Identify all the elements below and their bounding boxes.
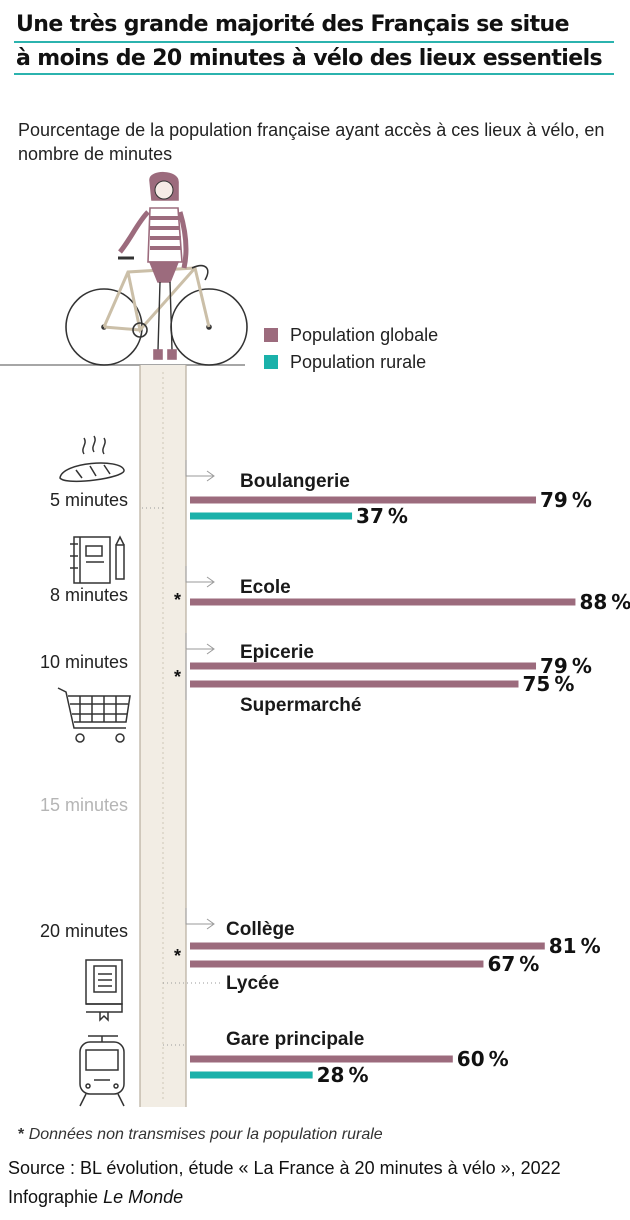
bar-rural [190, 1071, 313, 1079]
arrow-line [185, 633, 213, 650]
value-label-global: 60 % [457, 1047, 509, 1071]
legend-label: Population globale [290, 325, 438, 345]
rural-missing-star: * [174, 590, 181, 610]
book-icon [85, 959, 123, 1022]
place-label: Gare principale [226, 1029, 364, 1050]
place-label: Lycée [226, 973, 279, 994]
time-shaft [140, 365, 186, 1107]
arrow-head [206, 576, 215, 588]
time-axis: 5 minutes 8 minutes 10 minutes 15 minutes 20… [40, 490, 128, 941]
time-label: 5 minutes [50, 490, 128, 510]
rural-missing-star: * [174, 667, 181, 687]
footnote: * Données non transmises pour la populat… [18, 1126, 383, 1144]
bar-rural [190, 512, 353, 520]
time-label: 20 minutes [40, 921, 128, 941]
bar-global [190, 680, 519, 688]
bread-icon [59, 435, 125, 483]
time-label: 15 minutes [40, 795, 128, 815]
train-icon [79, 1035, 125, 1107]
connectors [140, 460, 220, 1046]
credit-prefix: Infographie [8, 1187, 99, 1207]
time-label: 10 minutes [40, 652, 128, 672]
bar-global [190, 598, 576, 606]
bar-global [190, 942, 545, 950]
chart-subtitle: Pourcentage de la population française a… [18, 120, 605, 164]
value-label-rural: 28 % [317, 1063, 369, 1087]
title-underline [14, 73, 614, 75]
bar-global [190, 662, 537, 670]
bar-global [190, 496, 537, 504]
arrow-line [185, 460, 213, 477]
source-line: Source : BL évolution, étude « La France… [8, 1158, 561, 1178]
value-label-global: 75 % [523, 672, 575, 696]
bar-global [190, 960, 484, 968]
bars: * * * Boulangerie 79 % 37 % Ecole 88 % Epicerie 7… [174, 471, 630, 1087]
legend-label: Population rurale [290, 352, 426, 372]
chart-title-line-2: à moins de 20 minutes à vélo des lieux e… [16, 46, 603, 71]
value-label-global: 79 % [540, 488, 592, 512]
footnote-star: * [18, 1126, 25, 1143]
bar-global [190, 1055, 453, 1063]
credit-line: Infographie Le Monde [8, 1187, 183, 1208]
legend: Population globale Population rurale [264, 325, 438, 372]
arrow-head [206, 470, 215, 482]
title-underline [14, 41, 614, 43]
credit-name: Le Monde [103, 1187, 184, 1207]
chart-title-line-1: Une très grande majorité des Français se… [16, 12, 569, 37]
arrow-line [185, 908, 213, 925]
footnote-text: Données non transmises pour la populatio… [28, 1126, 383, 1143]
arrow-head [206, 918, 215, 930]
arrow-line [185, 566, 213, 583]
legend-swatch [264, 355, 278, 369]
notebook-icon [70, 535, 125, 584]
place-label: Epicerie [240, 642, 314, 663]
value-label-global: 88 % [579, 590, 630, 614]
place-label: Collège [226, 919, 295, 940]
cyclist-icon [65, 171, 248, 366]
place-label: Supermarché [240, 695, 361, 716]
legend-swatch [264, 328, 278, 342]
shopping-cart-icon [57, 687, 131, 743]
rural-missing-star: * [174, 946, 181, 966]
time-label: 8 minutes [50, 585, 128, 605]
value-label-global: 81 % [549, 934, 601, 958]
value-label-global: 79 % [540, 654, 592, 678]
value-label-rural: 37 % [356, 504, 408, 528]
arrow-head [206, 643, 215, 655]
place-label: Boulangerie [240, 471, 350, 492]
place-label: Ecole [240, 577, 291, 598]
value-label-global: 67 % [487, 952, 539, 976]
